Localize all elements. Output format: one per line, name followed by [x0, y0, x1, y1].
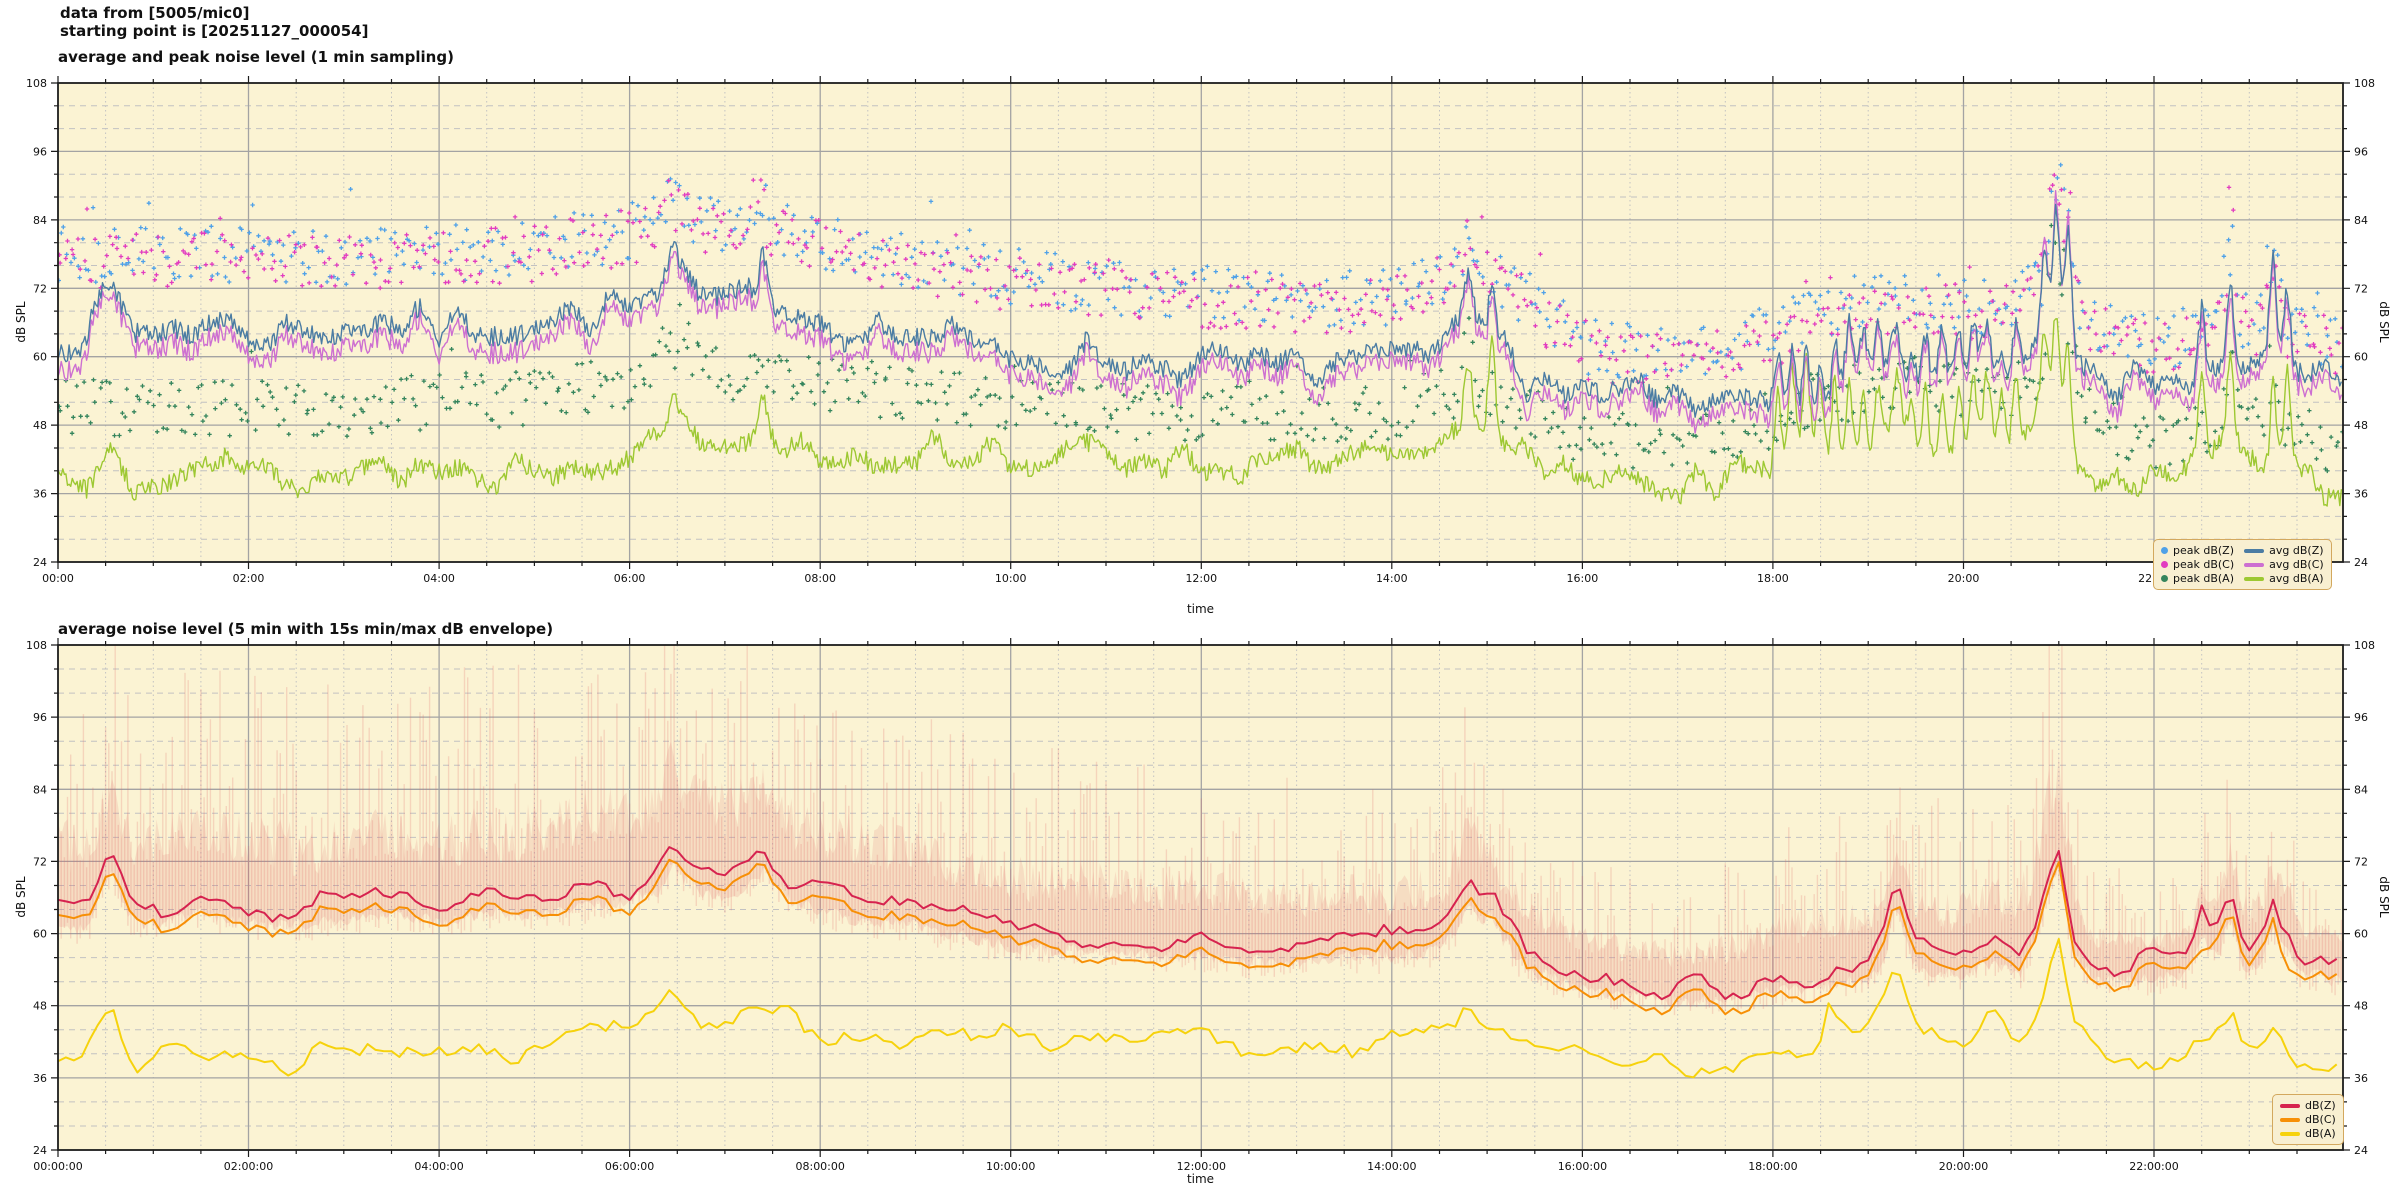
svg-text:10:00:00: 10:00:00	[986, 1160, 1035, 1173]
header-start-point: starting point is [20251127_000054]	[60, 22, 369, 40]
dbz-line-icon	[2280, 1103, 2300, 1108]
svg-text:16:00:00: 16:00:00	[1558, 1160, 1607, 1173]
svg-text:48: 48	[2354, 419, 2368, 432]
chart2-ylabel-right: dB SPL	[2377, 876, 2391, 918]
svg-text:10:00: 10:00	[995, 572, 1027, 585]
svg-text:84: 84	[2354, 214, 2368, 227]
svg-text:108: 108	[2354, 639, 2375, 652]
chart1-ylabel-right: dB SPL	[2377, 301, 2391, 343]
svg-text:60: 60	[33, 351, 47, 364]
svg-text:60: 60	[2354, 351, 2368, 364]
svg-text:06:00:00: 06:00:00	[605, 1160, 654, 1173]
legend-label: avg dB(Z)	[2269, 544, 2324, 557]
peak-dbc-marker-icon	[2161, 561, 2168, 568]
svg-text:96: 96	[2354, 711, 2368, 724]
svg-text:08:00:00: 08:00:00	[795, 1160, 844, 1173]
chart2-legend: dB(Z) dB(C) dB(A)	[2272, 1094, 2344, 1145]
chart2-xaxis-label: time	[1186, 1172, 1215, 1186]
chart1-title: average and peak noise level (1 min samp…	[58, 48, 454, 66]
svg-text:60: 60	[2354, 928, 2368, 941]
svg-text:96: 96	[2354, 145, 2368, 158]
peak-dbz-marker-icon	[2161, 547, 2168, 554]
svg-text:84: 84	[33, 214, 47, 227]
dba-line-icon	[2280, 1131, 2300, 1136]
svg-text:14:00:00: 14:00:00	[1367, 1160, 1416, 1173]
figure-header: data from [5005/mic0] starting point is …	[60, 4, 368, 40]
chart1-legend-avg-column: avg dB(Z) avg dB(C) avg dB(A)	[2244, 544, 2324, 585]
dbc-line-icon	[2280, 1117, 2300, 1122]
svg-text:48: 48	[2354, 1000, 2368, 1013]
svg-text:108: 108	[2354, 77, 2375, 90]
chart1-ylabel-left: dB SPL	[14, 301, 28, 343]
peak-dba-marker-icon	[2161, 575, 2168, 582]
svg-text:36: 36	[2354, 488, 2368, 501]
avg-dba-line-icon	[2244, 576, 2265, 581]
svg-text:18:00: 18:00	[1757, 572, 1789, 585]
legend-item-avg-dbc: avg dB(C)	[2244, 558, 2324, 571]
legend-label: dB(Z)	[2305, 1099, 2336, 1112]
svg-text:22:00:00: 22:00:00	[2129, 1160, 2178, 1173]
svg-text:96: 96	[33, 711, 47, 724]
svg-text:16:00: 16:00	[1567, 572, 1599, 585]
svg-text:18:00:00: 18:00:00	[1748, 1160, 1797, 1173]
svg-text:14:00: 14:00	[1376, 572, 1408, 585]
svg-text:24: 24	[33, 556, 47, 569]
legend-label: avg dB(A)	[2269, 572, 2324, 585]
svg-text:04:00:00: 04:00:00	[414, 1160, 463, 1173]
legend-item-dbc: dB(C)	[2280, 1113, 2336, 1126]
svg-text:24: 24	[33, 1144, 47, 1157]
chart2-ylabel-left: dB SPL	[14, 876, 28, 918]
legend-label: dB(A)	[2305, 1127, 2336, 1140]
legend-label: peak dB(Z)	[2173, 544, 2235, 557]
svg-text:12:00: 12:00	[1185, 572, 1217, 585]
svg-text:48: 48	[33, 419, 47, 432]
svg-text:108: 108	[26, 639, 47, 652]
avg-dbc-line-icon	[2244, 562, 2265, 567]
svg-text:84: 84	[2354, 783, 2368, 796]
svg-text:24: 24	[2354, 556, 2368, 569]
legend-item-avg-dba: avg dB(A)	[2244, 572, 2324, 585]
svg-text:72: 72	[2354, 282, 2368, 295]
svg-text:108: 108	[26, 77, 47, 90]
svg-text:04:00: 04:00	[423, 572, 455, 585]
svg-text:20:00: 20:00	[1948, 572, 1980, 585]
svg-text:12:00:00: 12:00:00	[1177, 1160, 1226, 1173]
svg-text:20:00:00: 20:00:00	[1939, 1160, 1988, 1173]
svg-text:96: 96	[33, 145, 47, 158]
svg-text:02:00:00: 02:00:00	[224, 1160, 273, 1173]
svg-text:00:00:00: 00:00:00	[33, 1160, 82, 1173]
svg-text:06:00: 06:00	[614, 572, 646, 585]
avg-dbz-line-icon	[2244, 548, 2265, 553]
svg-text:24: 24	[2354, 1144, 2368, 1157]
svg-text:72: 72	[33, 282, 47, 295]
legend-label: avg dB(C)	[2269, 558, 2324, 571]
chart2-title: average noise level (5 min with 15s min/…	[58, 620, 554, 638]
legend-label: dB(C)	[2305, 1113, 2336, 1126]
svg-text:08:00: 08:00	[804, 572, 836, 585]
svg-text:02:00: 02:00	[233, 572, 265, 585]
svg-text:00:00: 00:00	[42, 572, 74, 585]
svg-text:84: 84	[33, 783, 47, 796]
svg-text:36: 36	[33, 1072, 47, 1085]
legend-item-dba: dB(A)	[2280, 1127, 2336, 1140]
header-source: data from [5005/mic0]	[60, 4, 250, 22]
svg-text:36: 36	[2354, 1072, 2368, 1085]
svg-text:36: 36	[33, 488, 47, 501]
legend-item-dbz: dB(Z)	[2280, 1099, 2336, 1112]
legend-item-avg-dbz: avg dB(Z)	[2244, 544, 2324, 557]
legend-item-peak-dbz: peak dB(Z)	[2161, 544, 2234, 557]
chart1-legend: peak dB(Z) peak dB(C) peak dB(A) avg dB(…	[2153, 539, 2332, 590]
svg-text:72: 72	[33, 855, 47, 868]
legend-label: peak dB(C)	[2173, 558, 2235, 571]
legend-item-peak-dbc: peak dB(C)	[2161, 558, 2234, 571]
svg-text:60: 60	[33, 928, 47, 941]
legend-item-peak-dba: peak dB(A)	[2161, 572, 2234, 585]
svg-text:72: 72	[2354, 855, 2368, 868]
chart1-xaxis-label: time	[1186, 602, 1215, 616]
svg-text:48: 48	[33, 1000, 47, 1013]
legend-label: peak dB(A)	[2173, 572, 2234, 585]
chart1-legend-peak-column: peak dB(Z) peak dB(C) peak dB(A)	[2161, 544, 2234, 585]
